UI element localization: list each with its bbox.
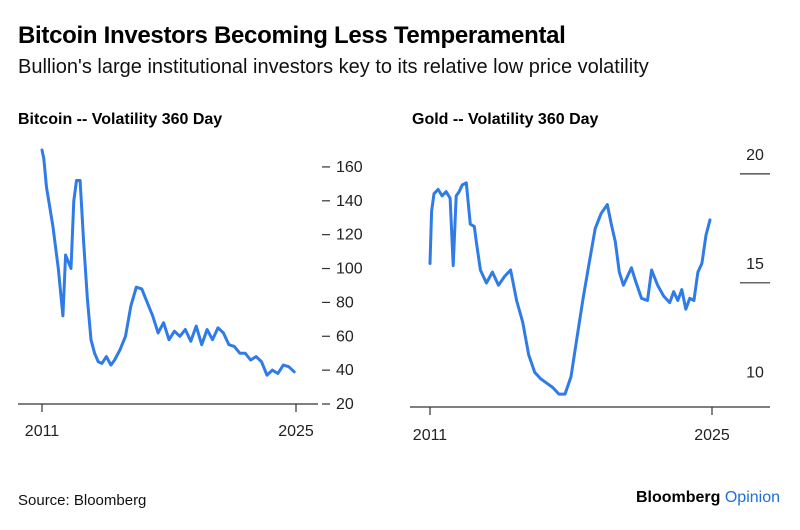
y-tick-label: 60	[336, 328, 354, 345]
gold-panel: Gold -- Volatility 360 Day 2011 2025 10 15 20	[410, 111, 770, 444]
volatility-line	[428, 181, 712, 396]
brand-name: Bloomberg	[635, 489, 721, 506]
x-tick-label: 2025	[694, 427, 730, 444]
y-tick-label: 80	[336, 294, 354, 311]
chart-subtitle: Bullion's large institutional investors …	[18, 56, 649, 78]
source-note: Source: Bloomberg	[18, 492, 147, 509]
panel-title: Gold -- Volatility 360 Day	[412, 111, 599, 128]
brand-accent: Opinion	[724, 489, 780, 506]
bitcoin-panel: Bitcoin -- Volatility 360 Day 2011 2025 20 4…	[18, 111, 363, 440]
y-tick-label: 160	[336, 159, 363, 176]
volatility-line	[40, 148, 296, 377]
panel-title: Bitcoin -- Volatility 360 Day	[18, 111, 222, 128]
y-tick-label: 120	[336, 227, 363, 244]
x-tick-label: 2011	[25, 423, 60, 440]
y-tick-label: 15	[746, 256, 764, 273]
y-tick-label: 140	[336, 193, 363, 210]
x-tick-label: 2025	[278, 423, 314, 440]
bloomberg-opinion-logo: Bloomberg Opinion	[636, 489, 780, 507]
y-tick-label: 10	[746, 365, 764, 382]
y-tick-label: 20	[336, 396, 354, 413]
chart-title: Bitcoin Investors Becoming Less Temperam…	[18, 22, 566, 49]
y-tick-label: 20	[746, 147, 764, 164]
x-tick-label: 2011	[413, 427, 448, 444]
y-tick-label: 100	[336, 261, 363, 278]
y-tick-label: 40	[336, 362, 354, 379]
